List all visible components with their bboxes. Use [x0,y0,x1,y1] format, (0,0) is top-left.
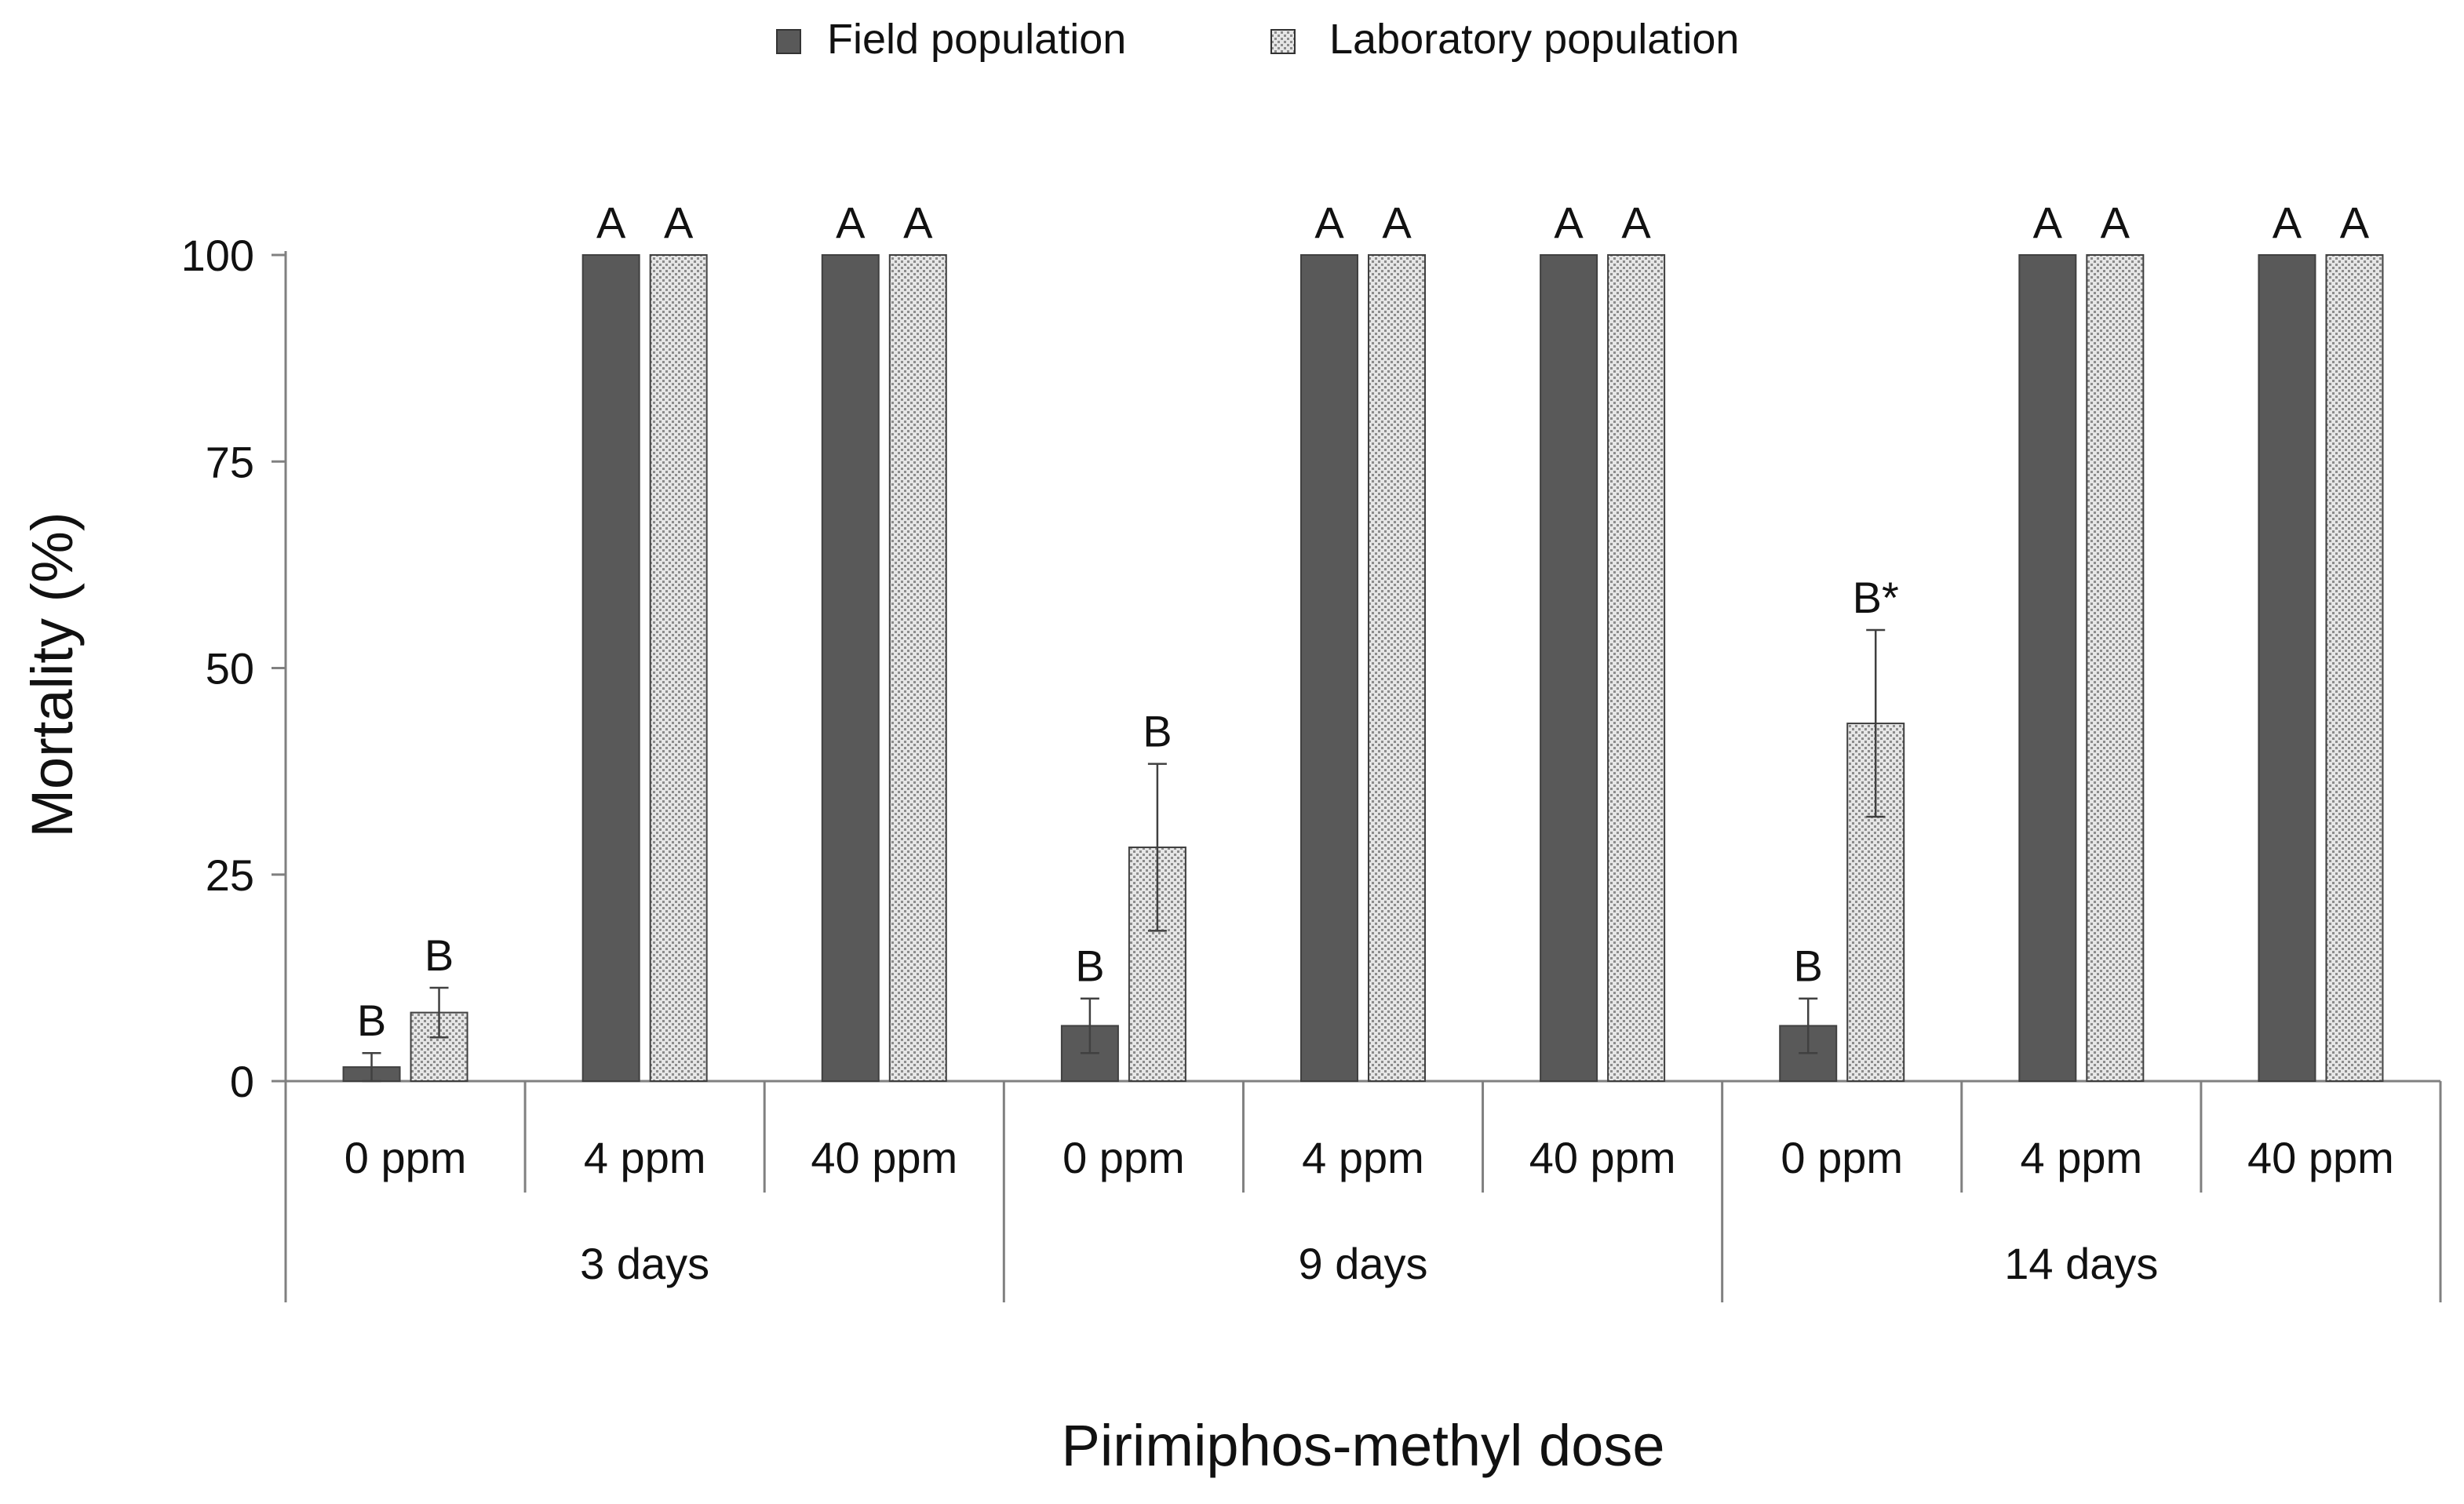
bar-laboratory-population [888,254,947,1082]
x-axis-dividers [284,1081,2442,1302]
y-tick-label: 100 [181,231,254,280]
significance-letter: A [2033,198,2063,247]
bars [342,254,2384,1083]
significance-letter: A [2101,198,2130,247]
bar-field-population [2018,254,2077,1082]
significance-letter: A [664,198,694,247]
significance-letters: BA ABA ABA ABA ABA AB*A A [357,198,2370,1045]
x-axis: 0 ppm 4 ppm 40 ppm 0 ppm 4 ppm 40 ppm 0 ppm 4 p… [284,1080,2442,1478]
x-axis-dose-labels: 0 ppm 4 ppm 40 ppm 0 ppm 4 ppm 40 ppm 0 ppm 4 p… [344,1133,2394,1182]
legend-swatch-lab [1270,29,1296,54]
bar-laboratory-population [2325,254,2384,1082]
y-axis-title: Mortality (%) [20,512,85,837]
significance-letter: A [836,198,866,247]
dose-label: 4 ppm [584,1133,706,1182]
significance-letter: B [425,930,454,980]
y-axis-ticks: 0 25 50 75 100 [181,231,286,1106]
significance-letter: B [1143,707,1172,756]
significance-letter: B [357,996,386,1045]
bar-field-population [1540,254,1598,1082]
bar-field-population [821,254,880,1082]
bar-laboratory-population [1607,254,1666,1082]
y-tick-label: 75 [206,437,254,486]
legend-label-field: Field population [827,16,1126,63]
time-group-label: 3 days [580,1239,709,1288]
significance-letter: A [2273,198,2302,247]
bar-laboratory-population [649,254,708,1082]
dose-label: 0 ppm [344,1133,467,1182]
x-axis-title: Pirimiphos-methyl dose [1061,1413,1664,1478]
significance-letter: B [1075,941,1104,991]
bar-field-population [2258,254,2316,1082]
legend: Field population Laboratory population [776,16,1739,63]
dose-label: 4 ppm [2021,1133,2143,1182]
y-axis: 0 25 50 75 100 Mortality (%) [20,231,287,1106]
dose-label: 40 ppm [2247,1133,2394,1182]
dose-label: 4 ppm [1302,1133,1424,1182]
legend-swatch-field [776,29,801,54]
bar-laboratory-population [1846,723,1905,1083]
significance-letter: A [596,198,626,247]
bar-field-population [1300,254,1358,1082]
y-tick-label: 50 [206,644,254,694]
legend-label-lab: Laboratory population [1329,16,1739,63]
error-bars [362,628,1886,1083]
bar-laboratory-population [1368,254,1426,1082]
time-group-label: 14 days [2004,1239,2158,1288]
bar-laboratory-population [1128,847,1186,1082]
time-group-label: 9 days [1299,1239,1428,1288]
dose-label: 40 ppm [811,1133,957,1182]
dose-label: 0 ppm [1063,1133,1185,1182]
x-axis-group-labels: 3 days 9 days 14 days [580,1239,2158,1288]
significance-letter: B [1794,941,1823,991]
y-tick-label: 0 [230,1057,254,1106]
dose-label: 40 ppm [1529,1133,1676,1182]
bar-field-population [581,254,640,1082]
significance-letter: A [2340,198,2370,247]
dose-label: 0 ppm [1781,1133,1903,1182]
y-tick-label: 25 [206,850,254,900]
significance-letter: A [1382,198,1412,247]
significance-letter: A [903,198,933,247]
significance-letter: A [1314,198,1344,247]
significance-letter: A [1621,198,1651,247]
bar-laboratory-population [2086,254,2145,1082]
significance-letter: B* [1853,573,1899,622]
significance-letter: A [1554,198,1584,247]
